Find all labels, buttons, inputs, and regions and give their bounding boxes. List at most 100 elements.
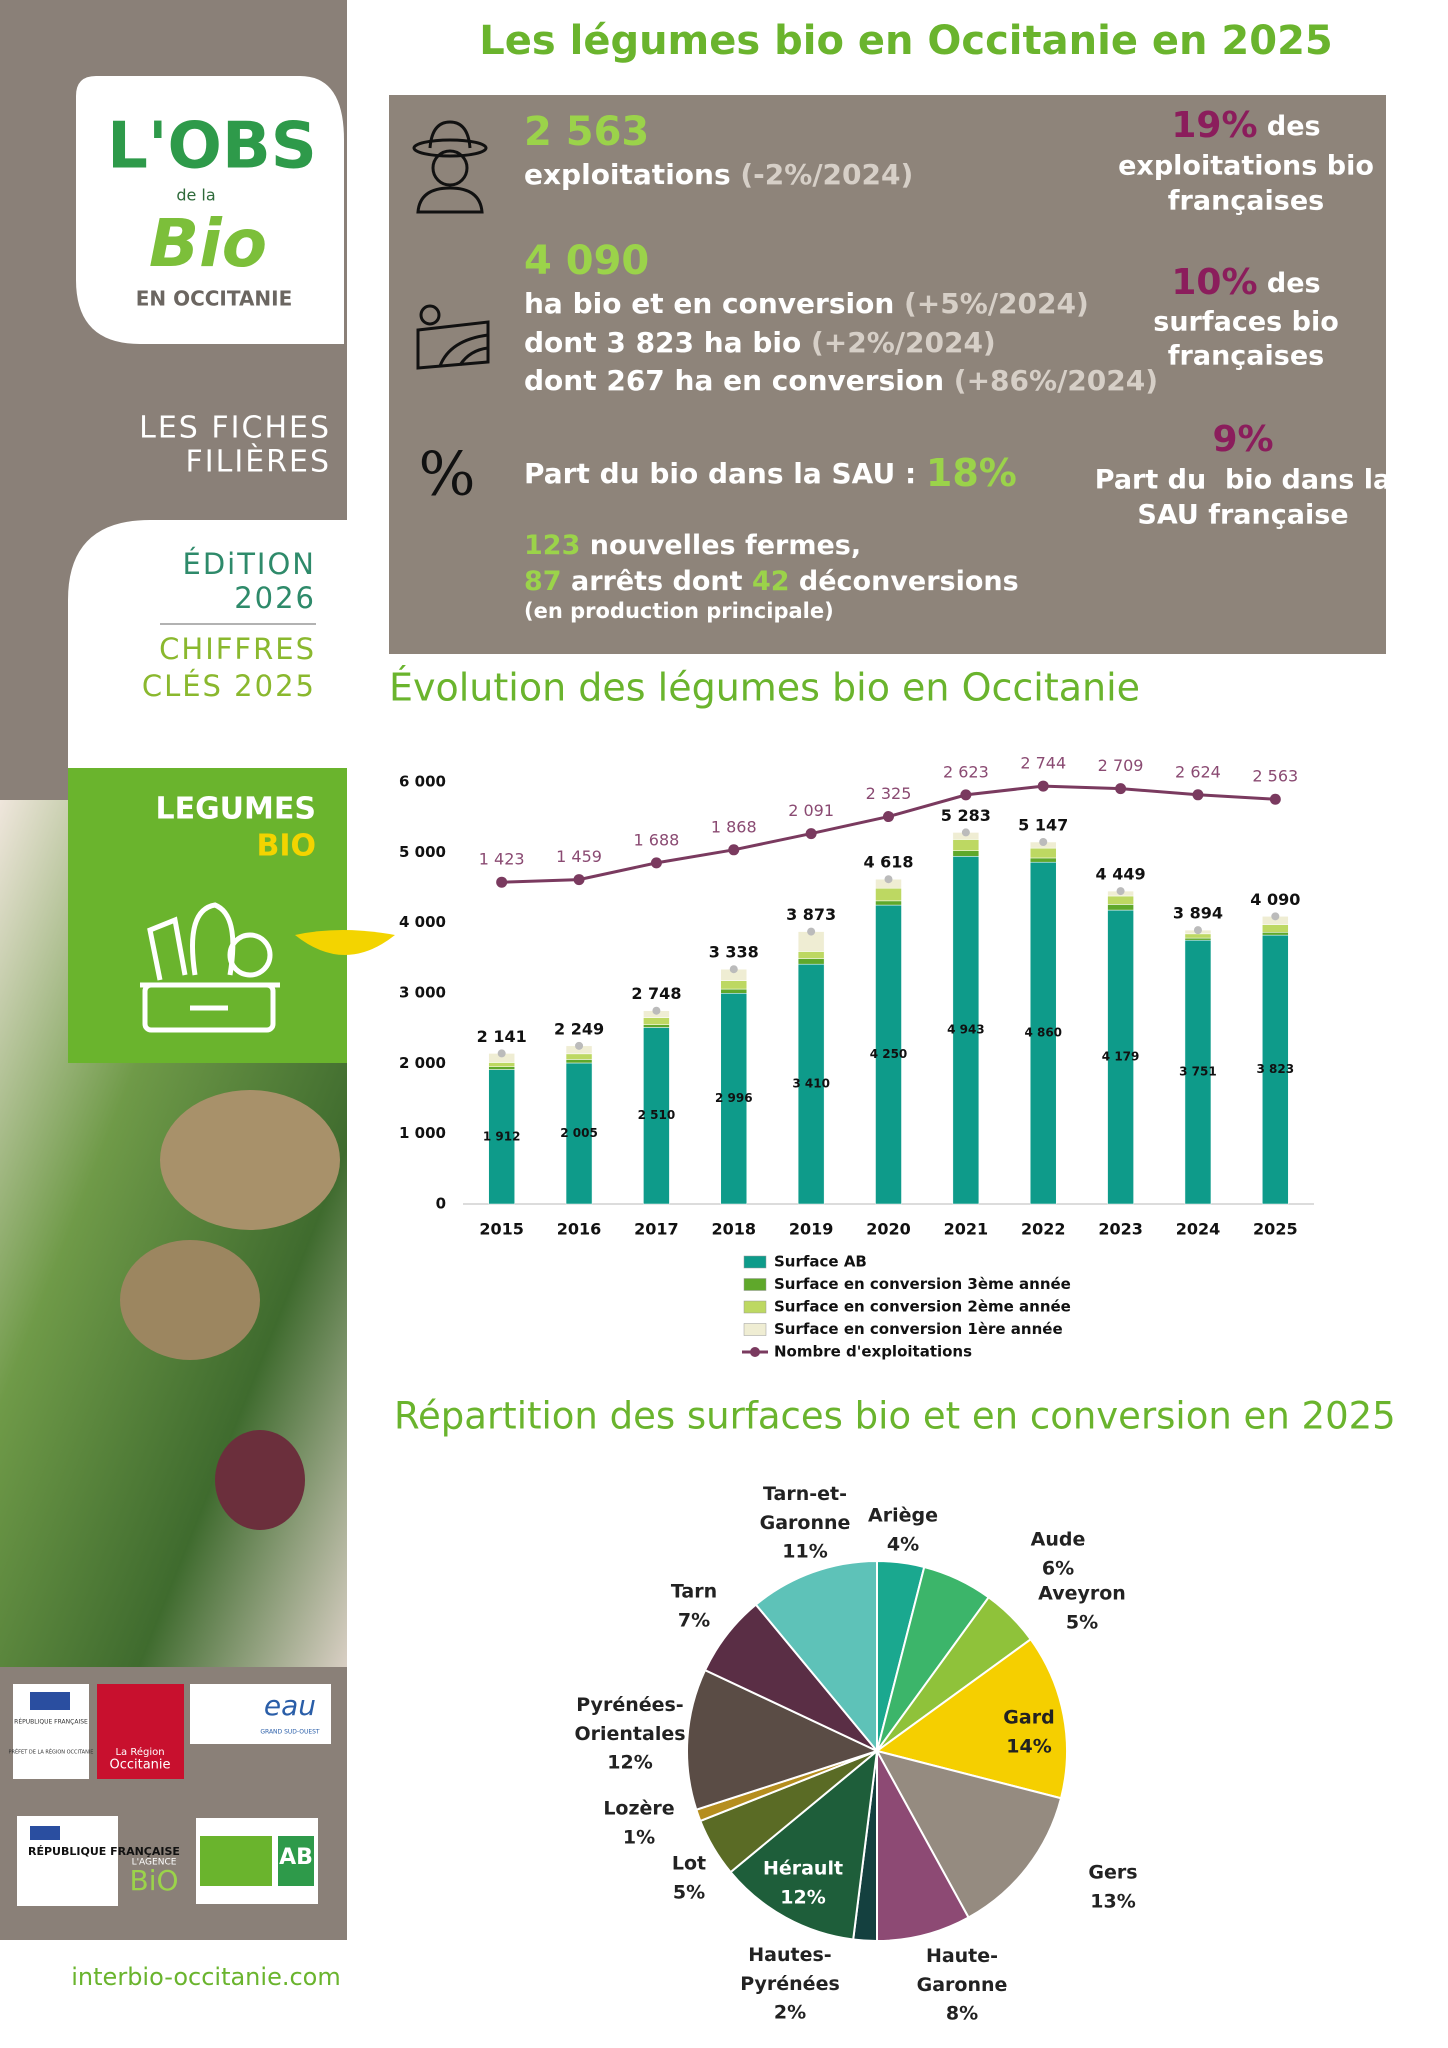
series-title: FILIÈRES <box>186 444 331 480</box>
line-value-label: 1 868 <box>711 817 757 836</box>
bar-segment <box>1107 895 1134 905</box>
share-word: des <box>1258 111 1321 142</box>
sau-line: Part du bio dans la SAU : 18% <box>524 451 1017 495</box>
stats-box <box>389 95 1386 654</box>
sau-national: 9% <box>1212 419 1273 460</box>
pie-label: Pyrénées- Orientales <box>574 1694 685 1745</box>
total-label: 4 618 <box>863 853 913 872</box>
line-value-label: 2 709 <box>1098 756 1144 775</box>
line-value-label: 2 624 <box>1175 762 1221 781</box>
bar-segment <box>565 1062 593 1205</box>
bar-segment <box>875 900 902 906</box>
bar-segment <box>797 958 825 965</box>
deconversions-text: déconversions <box>790 566 1019 597</box>
line-value-label: 2 563 <box>1252 767 1298 786</box>
pie-label-line: Hautes- <box>748 1944 831 1966</box>
movements-line: 123 nouvelles fermes, <box>524 530 861 561</box>
pie-value-label: 5% <box>1066 1612 1098 1634</box>
chart-title: Répartition des surfaces bio et en conve… <box>394 1395 1396 1438</box>
partner-text: BiO <box>129 1864 178 1897</box>
pie-value-label: 4% <box>887 1534 919 1556</box>
bar-segment <box>875 887 902 902</box>
pie-value-label: 14% <box>1006 1736 1051 1758</box>
y-tick-label: 4 000 <box>399 913 446 931</box>
farm-change: (-2%/2024) <box>740 158 913 191</box>
y-tick-label: 2 000 <box>399 1054 446 1072</box>
deconversions: 42 <box>752 566 790 597</box>
share-value: 19% <box>1171 105 1257 146</box>
line-point <box>1115 783 1127 795</box>
total-label: 5 147 <box>1018 815 1068 834</box>
legend-swatch <box>743 1323 767 1336</box>
area-label: ha bio et en conversion <box>524 287 904 320</box>
legend-label: Nombre d'exploitations <box>774 1343 972 1361</box>
partner-text: RÉPUBLIQUE FRANÇAISE <box>28 1845 180 1858</box>
sector: LEGUMES <box>155 792 316 827</box>
x-tick-label: 2023 <box>1098 1220 1143 1239</box>
line-point <box>728 844 740 856</box>
y-tick-label: 1 000 <box>399 1124 446 1142</box>
line-point <box>496 876 508 888</box>
field-icon <box>416 304 490 370</box>
movements-line: 87 arrêts dont 42 déconversions <box>524 566 1019 597</box>
farm-count: 2 563 <box>524 109 649 155</box>
total-marker <box>961 828 970 837</box>
bar-segment <box>643 1017 670 1025</box>
pie-value-label: 2% <box>774 2002 806 2024</box>
x-tick-label: 2021 <box>944 1220 989 1239</box>
total-label: 2 249 <box>554 1019 604 1038</box>
total-marker <box>884 875 893 884</box>
line-point <box>1269 793 1281 805</box>
line-point <box>573 874 585 886</box>
line-value-label: 2 744 <box>1020 754 1066 773</box>
bar-segment <box>1262 932 1289 936</box>
bar-segment <box>720 993 748 1205</box>
pie-value-label: 6% <box>1042 1558 1074 1580</box>
bar-segment <box>952 850 980 857</box>
share-text: surfaces bio <box>1153 307 1339 338</box>
logo-ab <box>278 1836 314 1886</box>
pie-label: Hautes- Pyrénées <box>740 1944 840 1995</box>
stops: 87 <box>524 566 562 597</box>
edition: 2026 <box>234 581 316 615</box>
total-label: 4 090 <box>1250 890 1300 909</box>
pie-slice <box>729 1748 879 1941</box>
logo-text: EN OCCITANIE <box>136 287 293 311</box>
bar-value-label: 4 179 <box>1102 1050 1140 1064</box>
bar-segment <box>1262 934 1289 1205</box>
bar-value-label: 3 751 <box>1179 1065 1217 1079</box>
line-value-label: 2 325 <box>866 784 912 803</box>
partner-text: L'AGENCE <box>132 1858 177 1868</box>
series-title: LES FICHES <box>139 411 331 446</box>
x-tick-label: 2019 <box>789 1220 834 1239</box>
bar-segment <box>1029 861 1057 1205</box>
stops-text: arrêts dont <box>562 566 752 597</box>
sau-national-text: SAU française <box>1137 500 1348 531</box>
potato <box>160 1090 340 1230</box>
pie-label: Lozère <box>603 1798 674 1820</box>
pie-slice <box>686 1668 880 1811</box>
pie-label: Gard <box>1003 1707 1054 1729</box>
y-tick-label: 0 <box>436 1195 446 1213</box>
bar-segment <box>797 951 825 959</box>
beet <box>215 1430 305 1530</box>
area-change: (+86%/2024) <box>954 364 1158 397</box>
bar-segment <box>720 980 748 990</box>
pie-value-label: 11% <box>782 1541 827 1563</box>
logo-eu <box>200 1836 272 1886</box>
bar-segment <box>1107 909 1134 1205</box>
total-marker <box>497 1049 506 1058</box>
pie-value-label: 5% <box>673 1882 705 1904</box>
key-figures: CLÉS 2025 <box>142 669 316 703</box>
bar-value-label: 2 510 <box>638 1108 676 1122</box>
bar-segment <box>488 1066 515 1070</box>
bar-segment <box>565 1059 593 1064</box>
edition: ÉDiTION <box>183 547 317 581</box>
partner-text: eau <box>264 1689 316 1722</box>
pie-label-line: Pyrénées- <box>576 1694 683 1716</box>
area-change: (+5%/2024) <box>904 287 1089 320</box>
x-tick-label: 2025 <box>1253 1220 1298 1239</box>
bar-value-label: 2 996 <box>715 1091 753 1105</box>
pie-slice <box>875 1749 1063 1919</box>
